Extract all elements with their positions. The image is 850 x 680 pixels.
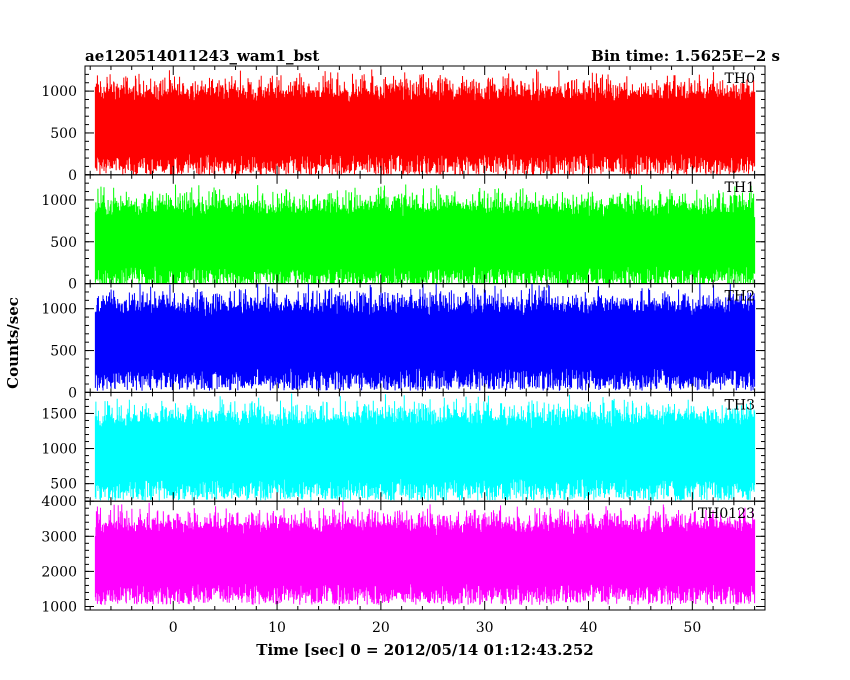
series-core-th0 xyxy=(95,104,755,151)
y-tick-label: 1000 xyxy=(41,302,77,318)
panel-th1: 0 500 1000 TH1 xyxy=(41,174,766,293)
panel-frame xyxy=(84,500,766,611)
y-tick-label: 500 xyxy=(50,477,77,493)
y-axis-label: Counts/sec xyxy=(4,297,22,389)
panel-label: TH3 xyxy=(725,397,755,413)
panel-th3: 500 1000 1500 TH3 xyxy=(41,391,766,502)
y-tick-label: 1000 xyxy=(41,193,77,209)
panels: 05001000TH005001000TH105001000TH25001000… xyxy=(41,65,766,636)
panel-th0123: 1000 2000 3000 4000 TH0123 xyxy=(41,494,766,615)
y-tick-label: 1000 xyxy=(41,442,77,458)
series-core-th2 xyxy=(95,318,755,366)
x-tick-label: 0 xyxy=(169,620,178,636)
y-tick-label: 500 xyxy=(50,235,77,251)
y-tick-label: 500 xyxy=(50,344,77,360)
panel-th2: 0 500 1000 TH2 xyxy=(41,283,766,401)
series-core-th3 xyxy=(95,429,755,476)
series-core-th0123 xyxy=(95,536,755,582)
y-tick-label: 500 xyxy=(50,126,77,142)
y-tick-label: 3000 xyxy=(41,529,77,545)
x-tick-label: 20 xyxy=(372,620,390,636)
y-tick-label: 0 xyxy=(68,277,77,293)
y-tick-label: 0 xyxy=(68,168,77,184)
x-tick-label: 10 xyxy=(268,620,286,636)
chart-title-left: ae120514011243_wam1_bst xyxy=(85,47,319,65)
y-tick-label: 4000 xyxy=(41,494,77,510)
panel-th0: 0 500 1000 TH0 xyxy=(41,65,766,184)
x-tick-label: 50 xyxy=(683,620,701,636)
x-axis-label: Time [sec] 0 = 2012/05/14 01:12:43.252 xyxy=(256,641,593,659)
y-tick-label: 1000 xyxy=(41,84,77,100)
panel-label: TH0123 xyxy=(698,506,755,522)
panel-label: TH2 xyxy=(725,289,755,305)
y-tick-label: 1500 xyxy=(41,406,77,422)
y-tick-label: 1000 xyxy=(41,599,77,615)
series-core-th1 xyxy=(95,218,755,265)
y-tick-label: 2000 xyxy=(41,564,77,580)
panel-label: TH1 xyxy=(725,180,755,196)
x-tick-label: 30 xyxy=(476,620,494,636)
x-tick-label: 40 xyxy=(580,620,598,636)
panel-label: TH0 xyxy=(725,71,755,87)
chart-title-right: Bin time: 1.5625E−2 s xyxy=(591,47,780,65)
y-tick-label: 0 xyxy=(68,385,77,401)
